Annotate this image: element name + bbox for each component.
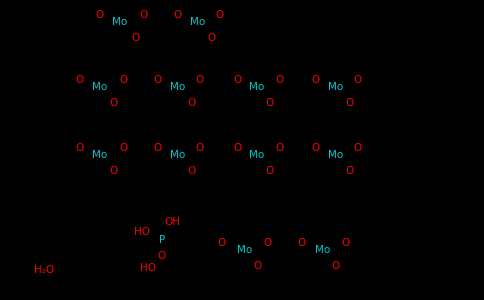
Text: Mo: Mo bbox=[237, 245, 253, 255]
Text: Mo: Mo bbox=[249, 82, 265, 92]
Text: O: O bbox=[298, 238, 306, 248]
Text: O: O bbox=[266, 166, 274, 176]
Text: O: O bbox=[119, 75, 127, 85]
Text: OH: OH bbox=[164, 217, 180, 227]
Text: Mo: Mo bbox=[190, 17, 206, 27]
Text: HO: HO bbox=[140, 263, 156, 273]
Text: O: O bbox=[254, 261, 262, 271]
Text: O: O bbox=[187, 166, 195, 176]
Text: O: O bbox=[233, 143, 241, 153]
Text: HO: HO bbox=[134, 227, 150, 237]
Text: O: O bbox=[76, 143, 84, 153]
Text: O: O bbox=[275, 143, 283, 153]
Text: O: O bbox=[96, 10, 104, 20]
Text: O: O bbox=[332, 261, 340, 271]
Text: O: O bbox=[139, 10, 147, 20]
Text: O: O bbox=[218, 238, 226, 248]
Text: O: O bbox=[154, 75, 162, 85]
Text: O: O bbox=[187, 98, 195, 108]
Text: O: O bbox=[354, 75, 362, 85]
Text: Mo: Mo bbox=[316, 245, 331, 255]
Text: O: O bbox=[312, 143, 320, 153]
Text: O: O bbox=[174, 10, 182, 20]
Text: O: O bbox=[345, 166, 353, 176]
Text: O: O bbox=[275, 75, 283, 85]
Text: O: O bbox=[266, 98, 274, 108]
Text: O: O bbox=[131, 33, 139, 43]
Text: O: O bbox=[216, 10, 224, 20]
Text: O: O bbox=[341, 238, 349, 248]
Text: O: O bbox=[312, 75, 320, 85]
Text: O: O bbox=[119, 143, 127, 153]
Text: O: O bbox=[264, 238, 272, 248]
Text: O: O bbox=[158, 251, 166, 261]
Text: Mo: Mo bbox=[328, 150, 344, 160]
Text: O: O bbox=[109, 98, 117, 108]
Text: O: O bbox=[76, 75, 84, 85]
Text: O: O bbox=[154, 143, 162, 153]
Text: H₂O: H₂O bbox=[34, 265, 54, 275]
Text: Mo: Mo bbox=[92, 150, 107, 160]
Text: Mo: Mo bbox=[328, 82, 344, 92]
Text: Mo: Mo bbox=[170, 150, 186, 160]
Text: P: P bbox=[159, 235, 165, 245]
Text: O: O bbox=[109, 166, 117, 176]
Text: O: O bbox=[196, 75, 204, 85]
Text: Mo: Mo bbox=[170, 82, 186, 92]
Text: Mo: Mo bbox=[112, 17, 128, 27]
Text: O: O bbox=[196, 143, 204, 153]
Text: O: O bbox=[345, 98, 353, 108]
Text: O: O bbox=[208, 33, 216, 43]
Text: O: O bbox=[354, 143, 362, 153]
Text: Mo: Mo bbox=[249, 150, 265, 160]
Text: O: O bbox=[233, 75, 241, 85]
Text: Mo: Mo bbox=[92, 82, 107, 92]
